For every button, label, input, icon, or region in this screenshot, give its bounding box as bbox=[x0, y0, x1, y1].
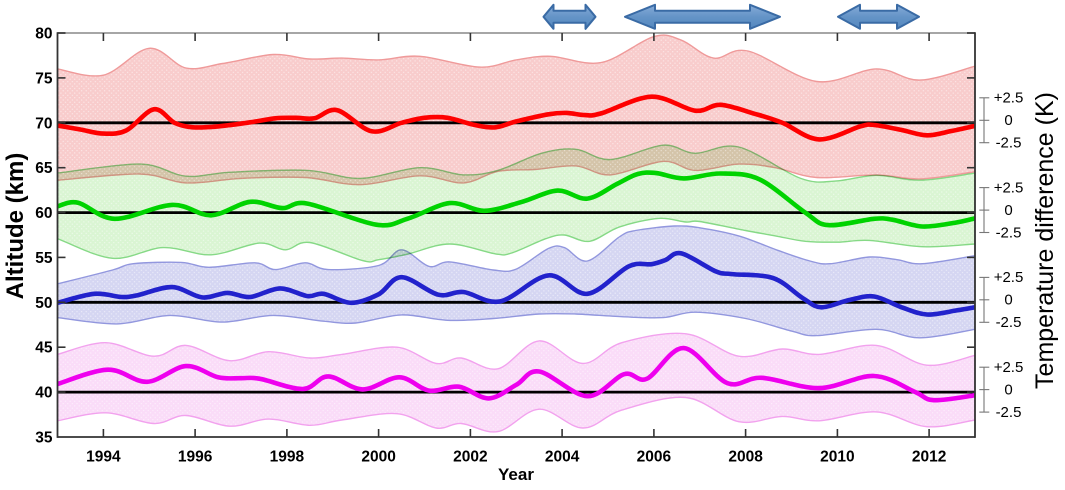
svg-text:0: 0 bbox=[1004, 112, 1012, 129]
svg-text:-2.5: -2.5 bbox=[996, 224, 1022, 241]
svg-text:+2.5: +2.5 bbox=[994, 90, 1024, 107]
svg-text:2012: 2012 bbox=[912, 449, 946, 466]
svg-text:2002: 2002 bbox=[453, 449, 487, 466]
svg-text:45: 45 bbox=[35, 340, 53, 357]
svg-text:-2.5: -2.5 bbox=[996, 404, 1022, 421]
svg-text:1996: 1996 bbox=[178, 449, 213, 466]
svg-text:0: 0 bbox=[1004, 381, 1012, 398]
svg-text:Year: Year bbox=[498, 465, 534, 484]
svg-text:+2.5: +2.5 bbox=[994, 359, 1024, 376]
svg-text:75: 75 bbox=[35, 70, 53, 87]
svg-text:50: 50 bbox=[35, 295, 52, 312]
svg-text:35: 35 bbox=[35, 430, 53, 447]
svg-text:80: 80 bbox=[35, 26, 52, 43]
svg-text:0: 0 bbox=[1004, 292, 1012, 309]
svg-text:1994: 1994 bbox=[86, 449, 121, 466]
svg-text:55: 55 bbox=[35, 250, 53, 267]
svg-text:+2.5: +2.5 bbox=[994, 179, 1024, 196]
svg-text:2000: 2000 bbox=[361, 449, 395, 466]
svg-text:0: 0 bbox=[1004, 202, 1012, 219]
svg-text:60: 60 bbox=[35, 205, 52, 222]
svg-text:Temperature difference (K): Temperature difference (K) bbox=[1031, 92, 1059, 389]
svg-text:2006: 2006 bbox=[637, 449, 672, 466]
svg-text:-2.5: -2.5 bbox=[996, 314, 1022, 331]
svg-text:Altitude (km): Altitude (km) bbox=[2, 153, 29, 300]
svg-text:40: 40 bbox=[35, 385, 52, 402]
svg-text:2010: 2010 bbox=[820, 449, 854, 466]
svg-text:2008: 2008 bbox=[728, 449, 763, 466]
svg-text:1998: 1998 bbox=[270, 449, 305, 466]
svg-text:+2.5: +2.5 bbox=[994, 269, 1024, 286]
svg-text:65: 65 bbox=[35, 160, 53, 177]
svg-text:70: 70 bbox=[35, 115, 52, 132]
svg-text:-2.5: -2.5 bbox=[996, 135, 1022, 152]
svg-text:2004: 2004 bbox=[545, 449, 580, 466]
